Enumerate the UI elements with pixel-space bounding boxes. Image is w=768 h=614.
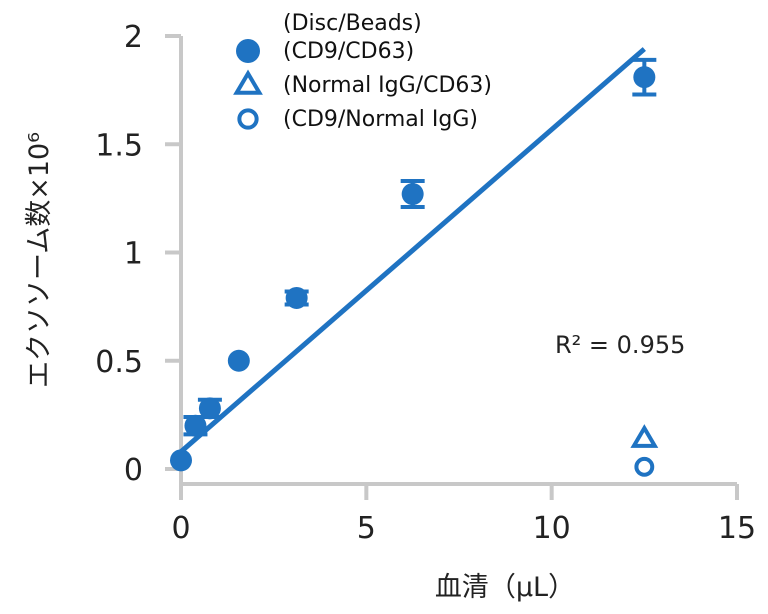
y-axis-title: エクソソーム数×10⁶ — [24, 132, 55, 388]
legend-label: (CD9/Normal IgG) — [283, 107, 478, 132]
data-point — [630, 424, 659, 448]
data-point — [285, 286, 308, 309]
legend-symbol — [236, 39, 260, 63]
data-point — [198, 397, 221, 420]
series-2 — [630, 424, 659, 448]
y-tick-label: 1.5 — [95, 128, 143, 163]
legend-symbol — [237, 108, 259, 130]
legend-symbol — [233, 69, 263, 95]
legend: (Disc/Beads) (CD9/CD63) (Normal IgG/CD63)… — [233, 11, 492, 132]
legend-item: (CD9/CD63) — [236, 39, 414, 64]
x-tick-label: 10 — [533, 511, 571, 546]
trendline — [179, 47, 646, 454]
tick-labels: 0 0.5 1 1.5 2 0 5 10 15 — [95, 20, 756, 546]
r-squared-annotation: R² = 0.955 — [555, 331, 685, 359]
series-3 — [634, 456, 655, 477]
data-point — [170, 449, 192, 472]
legend-title: (Disc/Beads) — [283, 11, 422, 36]
x-tick-label: 0 — [171, 511, 190, 546]
y-tick-label: 1 — [124, 237, 143, 272]
data-marks — [170, 57, 659, 477]
tick-marks — [165, 34, 739, 500]
y-tick-label: 2 — [124, 20, 143, 55]
x-axis-title: 血清（μL） — [435, 572, 575, 603]
data-point — [634, 456, 655, 477]
legend-item: (CD9/Normal IgG) — [237, 107, 478, 132]
x-tick-label: 5 — [357, 511, 376, 546]
data-point — [227, 349, 250, 372]
legend-label: (Normal IgG/CD63) — [283, 73, 492, 98]
trendline-group — [179, 47, 646, 454]
data-point — [184, 414, 207, 437]
legend-item: (Normal IgG/CD63) — [233, 69, 492, 98]
legend-label: (CD9/CD63) — [283, 39, 414, 64]
legend-items: (CD9/CD63) (Normal IgG/CD63) (CD9/Normal I… — [233, 39, 492, 132]
y-tick-label: 0.5 — [95, 345, 143, 380]
axes — [179, 36, 737, 486]
data-point — [633, 66, 656, 89]
data-point — [401, 183, 424, 206]
series-1 — [170, 57, 657, 472]
y-tick-label: 0 — [124, 453, 143, 488]
x-tick-label: 15 — [718, 511, 756, 546]
